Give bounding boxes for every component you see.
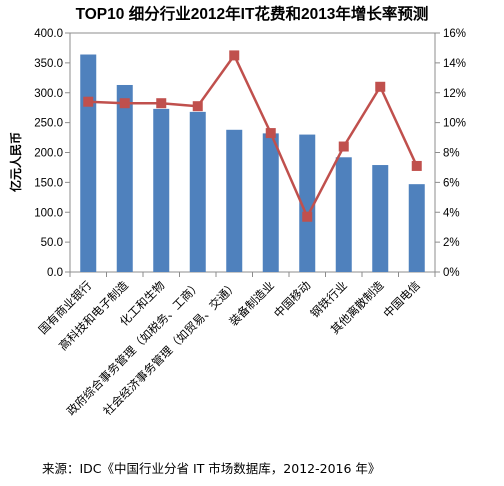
growth-marker xyxy=(411,160,422,171)
growth-marker xyxy=(302,211,313,222)
category-label: 政府综合事务管理（如税务、工商） xyxy=(64,278,204,418)
bar xyxy=(408,184,425,272)
y2-tick-label: 12% xyxy=(443,88,466,100)
growth-marker xyxy=(156,98,167,109)
y-tick-label: 150.0 xyxy=(34,177,63,189)
growth-marker xyxy=(119,98,130,109)
bar xyxy=(116,84,133,272)
growth-marker xyxy=(265,128,276,139)
growth-marker xyxy=(192,101,203,112)
chart-title: TOP10 细分行业2012年IT花费和2013年增长率预测 xyxy=(76,4,429,23)
growth-marker xyxy=(375,81,386,92)
category-label: 中国移动 xyxy=(271,278,313,320)
y-tick-label: 400.0 xyxy=(34,28,63,40)
plot-area: 0.0 50.0 100.0 150.0 200.0 250.0 300.0 350.0 400… xyxy=(34,28,466,418)
y2-tick-label: 14% xyxy=(443,58,466,70)
y-tick-label: 350.0 xyxy=(34,58,63,70)
y2-tick-label: 2% xyxy=(443,237,460,249)
bar xyxy=(189,111,206,273)
growth-marker xyxy=(338,141,349,152)
y2-tick-label: 6% xyxy=(443,177,460,189)
y-tick-label: 100.0 xyxy=(34,207,63,219)
y2-tick-label: 0% xyxy=(443,267,460,279)
y-tick-label: 250.0 xyxy=(34,118,63,130)
bar xyxy=(262,133,279,272)
bar xyxy=(153,108,170,272)
y2-tick-label: 16% xyxy=(443,28,466,40)
source-note: 来源：IDC《中国行业分省 IT 市场数据库，2012-2016 年》 xyxy=(42,461,381,476)
category-label: 社会经济事务管理（如贸易、交通） xyxy=(100,278,240,418)
growth-marker xyxy=(229,50,240,61)
y2-tick-label: 10% xyxy=(443,118,466,130)
bar xyxy=(335,157,352,272)
y-tick-label: 300.0 xyxy=(34,88,63,100)
growth-line xyxy=(88,54,418,218)
y2-tick-label: 8% xyxy=(443,148,460,160)
y2-tick-label: 4% xyxy=(443,207,460,219)
bar xyxy=(80,54,97,273)
growth-marker xyxy=(83,96,94,107)
category-label: 中国电信 xyxy=(380,278,422,320)
y-axis-label: 亿元人民币 xyxy=(8,132,23,192)
y-tick-label: 200.0 xyxy=(34,148,63,160)
bar xyxy=(372,165,389,272)
y-tick-label: 50.0 xyxy=(41,237,63,249)
bar xyxy=(226,129,243,272)
bar xyxy=(299,134,316,272)
y-tick-label: 0.0 xyxy=(47,267,63,279)
